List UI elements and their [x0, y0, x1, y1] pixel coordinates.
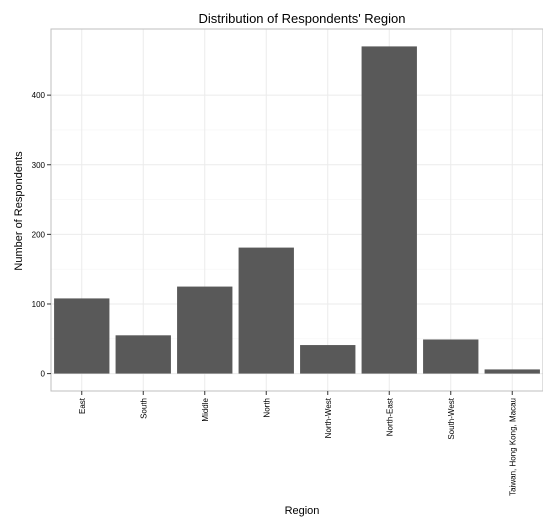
- x-tick-label: North-West: [324, 397, 333, 438]
- bar-middle: [177, 286, 233, 374]
- x-axis-label: Region: [285, 505, 320, 517]
- x-tick-label: South: [139, 398, 148, 419]
- y-tick-label: 200: [32, 230, 46, 239]
- y-tick-label: 400: [32, 91, 46, 100]
- x-tick-label: Middle: [201, 397, 210, 421]
- grid: [51, 29, 543, 391]
- bar-taiwan-hong-kong-macau: [484, 369, 540, 374]
- bar-south: [115, 335, 171, 374]
- bars: [54, 46, 540, 374]
- bar-east: [54, 298, 110, 374]
- x-tick-label: East: [78, 397, 87, 414]
- bar-north-west: [300, 345, 356, 374]
- y-tick-label: 300: [32, 161, 46, 170]
- x-tick-label: South-West: [447, 397, 456, 439]
- y-tick-label: 100: [32, 300, 46, 309]
- plot-frame: [50, 28, 543, 392]
- bar-north-east: [361, 46, 417, 374]
- y-axis-label: Number of Respondents: [13, 151, 25, 271]
- y-tick-label: 0: [41, 370, 46, 379]
- x-tick-label: North-East: [385, 397, 394, 436]
- x-tick-label: Taiwan, Hong Kong, Macau: [508, 398, 517, 496]
- chart-title: Distribution of Respondents' Region: [199, 11, 406, 26]
- x-axis: East South Middle North North-West North-East…: [78, 391, 517, 496]
- plot-background: [51, 29, 543, 391]
- bar-south-west: [423, 339, 479, 374]
- bar-north: [238, 247, 294, 374]
- y-axis: 0 100 200 300 400: [32, 91, 51, 379]
- x-tick-label: North: [262, 398, 271, 418]
